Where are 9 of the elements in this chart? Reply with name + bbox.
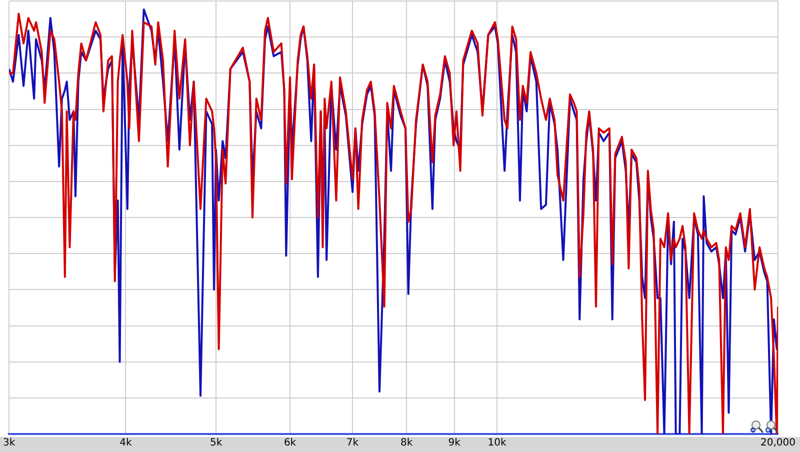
x-tick-label: 9k [448,438,461,449]
x-tick-label: 7k [346,438,359,449]
x-tick-label: 3k [3,438,16,449]
x-tick-label: 4k [120,438,132,449]
x-tick-label: 8k [400,438,413,449]
x-tick-label: 5k [210,438,222,449]
x-tick-label: 10k [488,438,507,449]
x-tick-label: 20,000 [760,438,796,449]
x-tick-label: 6k [284,438,296,449]
